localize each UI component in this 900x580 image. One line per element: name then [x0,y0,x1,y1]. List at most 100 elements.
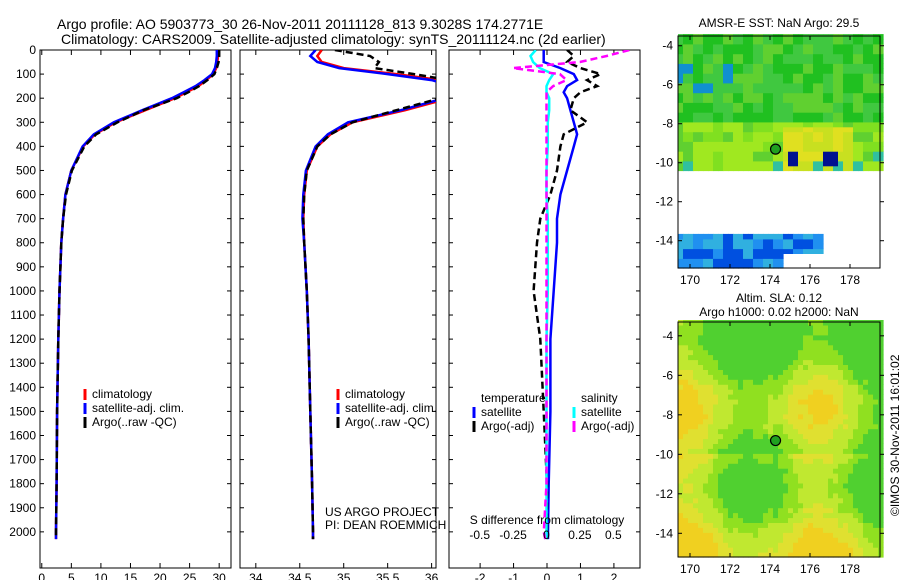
map-cell [823,413,829,420]
map-cell [793,542,799,548]
map-cell [688,384,694,390]
map-cell [693,404,699,410]
map-cell [688,502,694,509]
map-cell [713,126,719,133]
map-cell [788,384,794,390]
map-cell [768,48,774,55]
map-cell [758,136,764,142]
map-cell [768,547,774,553]
map-cell [868,517,874,523]
map-cell [738,112,744,118]
map-cell [823,418,829,425]
map-cell [813,248,819,254]
map-cell [678,522,684,528]
map-cell [753,482,759,489]
map-cell [868,334,874,341]
map-cell [728,349,734,356]
map-cell [863,389,869,395]
map-cell [853,497,859,504]
map-cell [733,547,739,553]
lat-tick-label: -4 [662,329,673,343]
map-cell [713,43,719,50]
map-cell [733,151,739,157]
map-cell [753,463,759,469]
map-cell [793,453,799,459]
map-cell [678,325,684,331]
map-cell [793,73,799,79]
map-cell [813,131,819,137]
map-cell [723,448,729,454]
map-cell [768,448,774,454]
map-cell [783,537,789,543]
map-cell [753,468,759,474]
map-cell [738,359,744,365]
map-cell [753,404,759,410]
map-cell [688,248,694,254]
map-cell [723,325,729,331]
map-cell [778,443,784,449]
map-cell [778,502,784,509]
map-cell [863,53,869,59]
map-cell [683,537,689,543]
map-cell [788,58,794,64]
map-cell [738,102,744,108]
map-cell [873,34,879,40]
map-cell [838,325,844,331]
map-cell [863,507,869,514]
map-cell [773,121,779,128]
map-cell [758,364,764,370]
map-cell [868,329,874,336]
map-cell [813,107,819,113]
map-cell [693,160,699,167]
map-cell [678,473,684,479]
map-cell [808,43,814,50]
map-cell [783,394,789,400]
map-cell [758,82,764,89]
map-cell [798,82,804,89]
map-cell [823,438,829,444]
map-cell [773,112,779,118]
map-cell [843,394,849,400]
map-cell [868,325,874,331]
map-cell [783,165,789,172]
map-cell [783,233,789,240]
map-cell [768,141,774,147]
map-cell [728,87,734,94]
map-cell [768,453,774,459]
map-cell [833,413,839,420]
map-cell [703,354,709,361]
map-cell [773,334,779,341]
map-cell [868,547,874,553]
map-cell [743,43,749,50]
map-cell [798,463,804,469]
map-cell [768,418,774,425]
map-cell [753,131,759,137]
map-cell [763,369,769,375]
map-cell [808,453,814,459]
map-cell [873,433,879,440]
map-cell [678,507,684,514]
map-cell [868,102,874,108]
map-cell [763,263,769,269]
legend-label: Argo(..raw -QC) [92,415,177,429]
map-cell [733,146,739,152]
y-tick-label: 0 [29,43,36,57]
map-cell [808,458,814,464]
map-cell [693,146,699,152]
legend-label: satellite-adj. clim. [345,401,437,415]
map-cell [713,408,719,415]
map-cell [733,243,739,250]
map-cell [678,468,684,474]
map-cell [823,458,829,464]
map-cell [788,482,794,489]
map-cell [838,428,844,435]
map-cell [803,428,809,435]
map-cell [683,458,689,464]
map-cell [683,68,689,74]
map-cell [853,73,859,79]
map-cell [873,116,879,123]
map-cell [703,497,709,504]
map-cell [873,165,879,172]
map-cell [833,522,839,528]
map-cell [768,354,774,361]
